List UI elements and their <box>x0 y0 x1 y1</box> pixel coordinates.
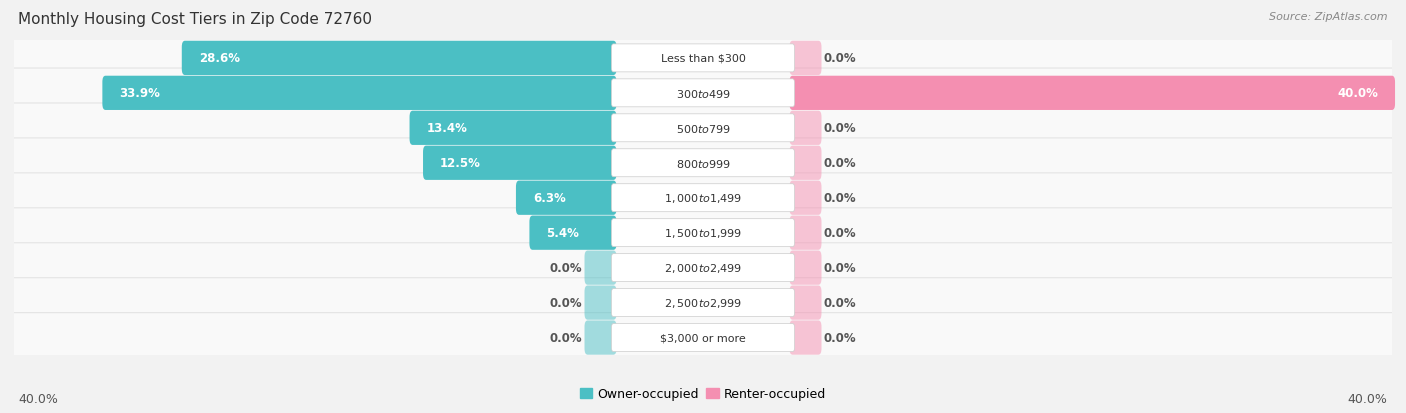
FancyBboxPatch shape <box>8 243 1398 293</box>
FancyBboxPatch shape <box>789 146 821 180</box>
Text: 0.0%: 0.0% <box>824 331 856 344</box>
FancyBboxPatch shape <box>789 112 821 145</box>
Text: 6.3%: 6.3% <box>533 192 565 205</box>
FancyBboxPatch shape <box>8 173 1398 223</box>
Text: $3,000 or more: $3,000 or more <box>661 333 745 343</box>
FancyBboxPatch shape <box>8 208 1398 258</box>
FancyBboxPatch shape <box>585 286 617 320</box>
Text: 0.0%: 0.0% <box>824 261 856 275</box>
FancyBboxPatch shape <box>612 114 794 142</box>
Text: $500 to $799: $500 to $799 <box>675 123 731 135</box>
Legend: Owner-occupied, Renter-occupied: Owner-occupied, Renter-occupied <box>575 382 831 406</box>
FancyBboxPatch shape <box>530 216 617 250</box>
Text: 0.0%: 0.0% <box>824 227 856 240</box>
Text: $1,500 to $1,999: $1,500 to $1,999 <box>664 227 742 240</box>
FancyBboxPatch shape <box>8 69 1398 119</box>
FancyBboxPatch shape <box>612 254 794 282</box>
Text: Monthly Housing Cost Tiers in Zip Code 72760: Monthly Housing Cost Tiers in Zip Code 7… <box>18 12 373 27</box>
FancyBboxPatch shape <box>789 251 821 285</box>
Text: 40.0%: 40.0% <box>1348 392 1388 405</box>
FancyBboxPatch shape <box>181 42 617 76</box>
FancyBboxPatch shape <box>8 313 1398 363</box>
Text: $2,000 to $2,499: $2,000 to $2,499 <box>664 261 742 275</box>
FancyBboxPatch shape <box>585 251 617 285</box>
FancyBboxPatch shape <box>612 80 794 107</box>
FancyBboxPatch shape <box>789 320 821 355</box>
FancyBboxPatch shape <box>516 181 617 215</box>
FancyBboxPatch shape <box>789 286 821 320</box>
FancyBboxPatch shape <box>612 289 794 317</box>
Text: Less than $300: Less than $300 <box>661 54 745 64</box>
FancyBboxPatch shape <box>8 139 1398 188</box>
FancyBboxPatch shape <box>423 146 617 180</box>
Text: $1,000 to $1,499: $1,000 to $1,499 <box>664 192 742 205</box>
FancyBboxPatch shape <box>612 150 794 177</box>
Text: 13.4%: 13.4% <box>426 122 467 135</box>
Text: 0.0%: 0.0% <box>824 297 856 309</box>
Text: 0.0%: 0.0% <box>824 157 856 170</box>
FancyBboxPatch shape <box>789 76 1395 111</box>
FancyBboxPatch shape <box>612 324 794 352</box>
Text: $2,500 to $2,999: $2,500 to $2,999 <box>664 297 742 309</box>
Text: 0.0%: 0.0% <box>824 52 856 65</box>
FancyBboxPatch shape <box>789 181 821 215</box>
Text: 5.4%: 5.4% <box>547 227 579 240</box>
Text: $800 to $999: $800 to $999 <box>675 157 731 169</box>
FancyBboxPatch shape <box>612 184 794 212</box>
FancyBboxPatch shape <box>8 278 1398 328</box>
Text: 28.6%: 28.6% <box>198 52 239 65</box>
Text: 33.9%: 33.9% <box>120 87 160 100</box>
FancyBboxPatch shape <box>409 112 617 145</box>
Text: 0.0%: 0.0% <box>550 297 582 309</box>
Text: 40.0%: 40.0% <box>18 392 58 405</box>
Text: 12.5%: 12.5% <box>440 157 481 170</box>
FancyBboxPatch shape <box>8 34 1398 83</box>
Text: 0.0%: 0.0% <box>550 261 582 275</box>
Text: Source: ZipAtlas.com: Source: ZipAtlas.com <box>1270 12 1388 22</box>
FancyBboxPatch shape <box>8 104 1398 153</box>
Text: 40.0%: 40.0% <box>1337 87 1378 100</box>
Text: $300 to $499: $300 to $499 <box>675 88 731 100</box>
Text: 0.0%: 0.0% <box>824 122 856 135</box>
FancyBboxPatch shape <box>585 320 617 355</box>
Text: 0.0%: 0.0% <box>550 331 582 344</box>
Text: 0.0%: 0.0% <box>824 192 856 205</box>
FancyBboxPatch shape <box>103 76 617 111</box>
FancyBboxPatch shape <box>789 216 821 250</box>
FancyBboxPatch shape <box>789 42 821 76</box>
FancyBboxPatch shape <box>612 45 794 73</box>
FancyBboxPatch shape <box>612 219 794 247</box>
